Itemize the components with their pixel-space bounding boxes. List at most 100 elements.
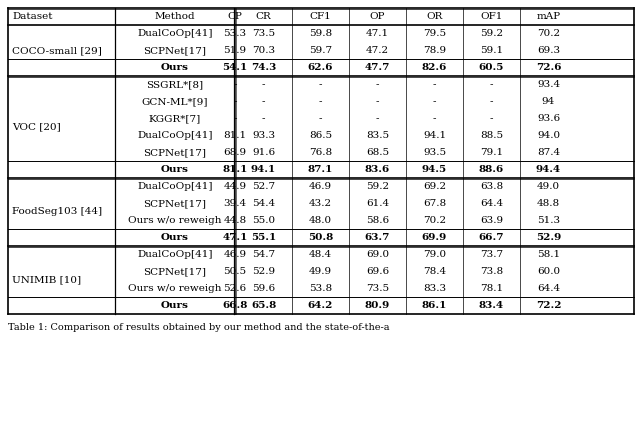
Text: -: - bbox=[262, 80, 265, 89]
Text: 93.4: 93.4 bbox=[537, 80, 560, 89]
Text: 69.3: 69.3 bbox=[537, 46, 560, 55]
Text: 44.8: 44.8 bbox=[223, 216, 246, 225]
Text: 60.0: 60.0 bbox=[537, 267, 560, 276]
Text: 70.2: 70.2 bbox=[537, 29, 560, 38]
Text: 51.9: 51.9 bbox=[223, 46, 246, 55]
Text: -: - bbox=[319, 114, 323, 123]
Text: CR: CR bbox=[255, 12, 271, 21]
Text: -: - bbox=[376, 97, 380, 106]
Text: 62.6: 62.6 bbox=[308, 63, 333, 72]
Text: 59.6: 59.6 bbox=[252, 284, 275, 293]
Text: -: - bbox=[490, 80, 493, 89]
Text: 70.2: 70.2 bbox=[423, 216, 446, 225]
Text: Table 1: Comparison of results obtained by our method and the state-of-the-a: Table 1: Comparison of results obtained … bbox=[8, 323, 390, 332]
Text: 69.0: 69.0 bbox=[366, 250, 389, 259]
Text: 86.5: 86.5 bbox=[309, 131, 332, 140]
Text: 63.8: 63.8 bbox=[480, 182, 503, 191]
Text: 55.0: 55.0 bbox=[252, 216, 275, 225]
Text: Ours w/o reweigh: Ours w/o reweigh bbox=[128, 284, 221, 293]
Text: 93.6: 93.6 bbox=[537, 114, 560, 123]
Text: Ours: Ours bbox=[161, 63, 189, 72]
Text: 69.6: 69.6 bbox=[366, 267, 389, 276]
Text: KGGR*[7]: KGGR*[7] bbox=[149, 114, 201, 123]
Text: 79.1: 79.1 bbox=[480, 148, 503, 157]
Text: Method: Method bbox=[155, 12, 195, 21]
Text: 94.5: 94.5 bbox=[422, 165, 447, 174]
Text: Ours w/o reweigh: Ours w/o reweigh bbox=[128, 216, 221, 225]
Text: -: - bbox=[262, 97, 265, 106]
Text: VOC [20]: VOC [20] bbox=[12, 123, 61, 132]
Text: -: - bbox=[233, 80, 237, 89]
Text: Ours: Ours bbox=[161, 165, 189, 174]
Text: 43.2: 43.2 bbox=[309, 199, 332, 208]
Text: 47.2: 47.2 bbox=[366, 46, 389, 55]
Text: 67.8: 67.8 bbox=[423, 199, 446, 208]
Text: UNIMIB [10]: UNIMIB [10] bbox=[12, 275, 81, 285]
Text: -: - bbox=[490, 114, 493, 123]
Text: 44.9: 44.9 bbox=[223, 182, 246, 191]
Text: 83.4: 83.4 bbox=[479, 301, 504, 310]
Text: SCPNet[17]: SCPNet[17] bbox=[143, 148, 207, 157]
Text: 52.9: 52.9 bbox=[536, 233, 561, 242]
Text: 59.7: 59.7 bbox=[309, 46, 332, 55]
Text: -: - bbox=[433, 97, 436, 106]
Text: Ours: Ours bbox=[161, 301, 189, 310]
Text: 46.9: 46.9 bbox=[223, 250, 246, 259]
Text: -: - bbox=[233, 97, 237, 106]
Text: SCPNet[17]: SCPNet[17] bbox=[143, 267, 207, 276]
Text: 68.9: 68.9 bbox=[223, 148, 246, 157]
Text: 60.5: 60.5 bbox=[479, 63, 504, 72]
Text: -: - bbox=[376, 80, 380, 89]
Text: SSGRL*[8]: SSGRL*[8] bbox=[147, 80, 204, 89]
Text: 58.6: 58.6 bbox=[366, 216, 389, 225]
Text: 51.3: 51.3 bbox=[537, 216, 560, 225]
Text: 58.1: 58.1 bbox=[537, 250, 560, 259]
Text: 48.4: 48.4 bbox=[309, 250, 332, 259]
Text: -: - bbox=[319, 97, 323, 106]
Text: 83.5: 83.5 bbox=[366, 131, 389, 140]
Text: OR: OR bbox=[426, 12, 443, 21]
Text: CP: CP bbox=[228, 12, 243, 21]
Text: 76.8: 76.8 bbox=[309, 148, 332, 157]
Text: 88.6: 88.6 bbox=[479, 165, 504, 174]
Text: 91.6: 91.6 bbox=[252, 148, 275, 157]
Text: 68.5: 68.5 bbox=[366, 148, 389, 157]
Text: 59.2: 59.2 bbox=[480, 29, 503, 38]
Text: -: - bbox=[319, 80, 323, 89]
Text: 82.6: 82.6 bbox=[422, 63, 447, 72]
Text: 59.2: 59.2 bbox=[366, 182, 389, 191]
Text: 81.1: 81.1 bbox=[223, 131, 246, 140]
Text: 73.5: 73.5 bbox=[366, 284, 389, 293]
Text: 59.1: 59.1 bbox=[480, 46, 503, 55]
Text: 39.4: 39.4 bbox=[223, 199, 246, 208]
Text: 78.1: 78.1 bbox=[480, 284, 503, 293]
Text: 63.9: 63.9 bbox=[480, 216, 503, 225]
Text: 64.4: 64.4 bbox=[537, 284, 560, 293]
Text: 52.9: 52.9 bbox=[252, 267, 275, 276]
Text: -: - bbox=[433, 80, 436, 89]
Text: -: - bbox=[433, 114, 436, 123]
Text: DualCoOp[41]: DualCoOp[41] bbox=[137, 250, 212, 259]
Text: DualCoOp[41]: DualCoOp[41] bbox=[137, 131, 212, 140]
Text: 69.2: 69.2 bbox=[423, 182, 446, 191]
Text: 61.4: 61.4 bbox=[366, 199, 389, 208]
Text: 48.8: 48.8 bbox=[537, 199, 560, 208]
Text: 47.1: 47.1 bbox=[366, 29, 389, 38]
Text: 94.0: 94.0 bbox=[537, 131, 560, 140]
Text: 53.8: 53.8 bbox=[309, 284, 332, 293]
Text: 74.3: 74.3 bbox=[251, 63, 276, 72]
Text: DualCoOp[41]: DualCoOp[41] bbox=[137, 182, 212, 191]
Text: 54.1: 54.1 bbox=[222, 63, 248, 72]
Text: 88.5: 88.5 bbox=[480, 131, 503, 140]
Text: 53.3: 53.3 bbox=[223, 29, 246, 38]
Text: FoodSeg103 [44]: FoodSeg103 [44] bbox=[12, 208, 102, 217]
Text: 79.0: 79.0 bbox=[423, 250, 446, 259]
Text: -: - bbox=[376, 114, 380, 123]
Text: 59.8: 59.8 bbox=[309, 29, 332, 38]
Text: 46.9: 46.9 bbox=[309, 182, 332, 191]
Text: 73.8: 73.8 bbox=[480, 267, 503, 276]
Text: -: - bbox=[490, 97, 493, 106]
Text: 73.7: 73.7 bbox=[480, 250, 503, 259]
Text: OP: OP bbox=[370, 12, 385, 21]
Text: GCN-ML*[9]: GCN-ML*[9] bbox=[141, 97, 208, 106]
